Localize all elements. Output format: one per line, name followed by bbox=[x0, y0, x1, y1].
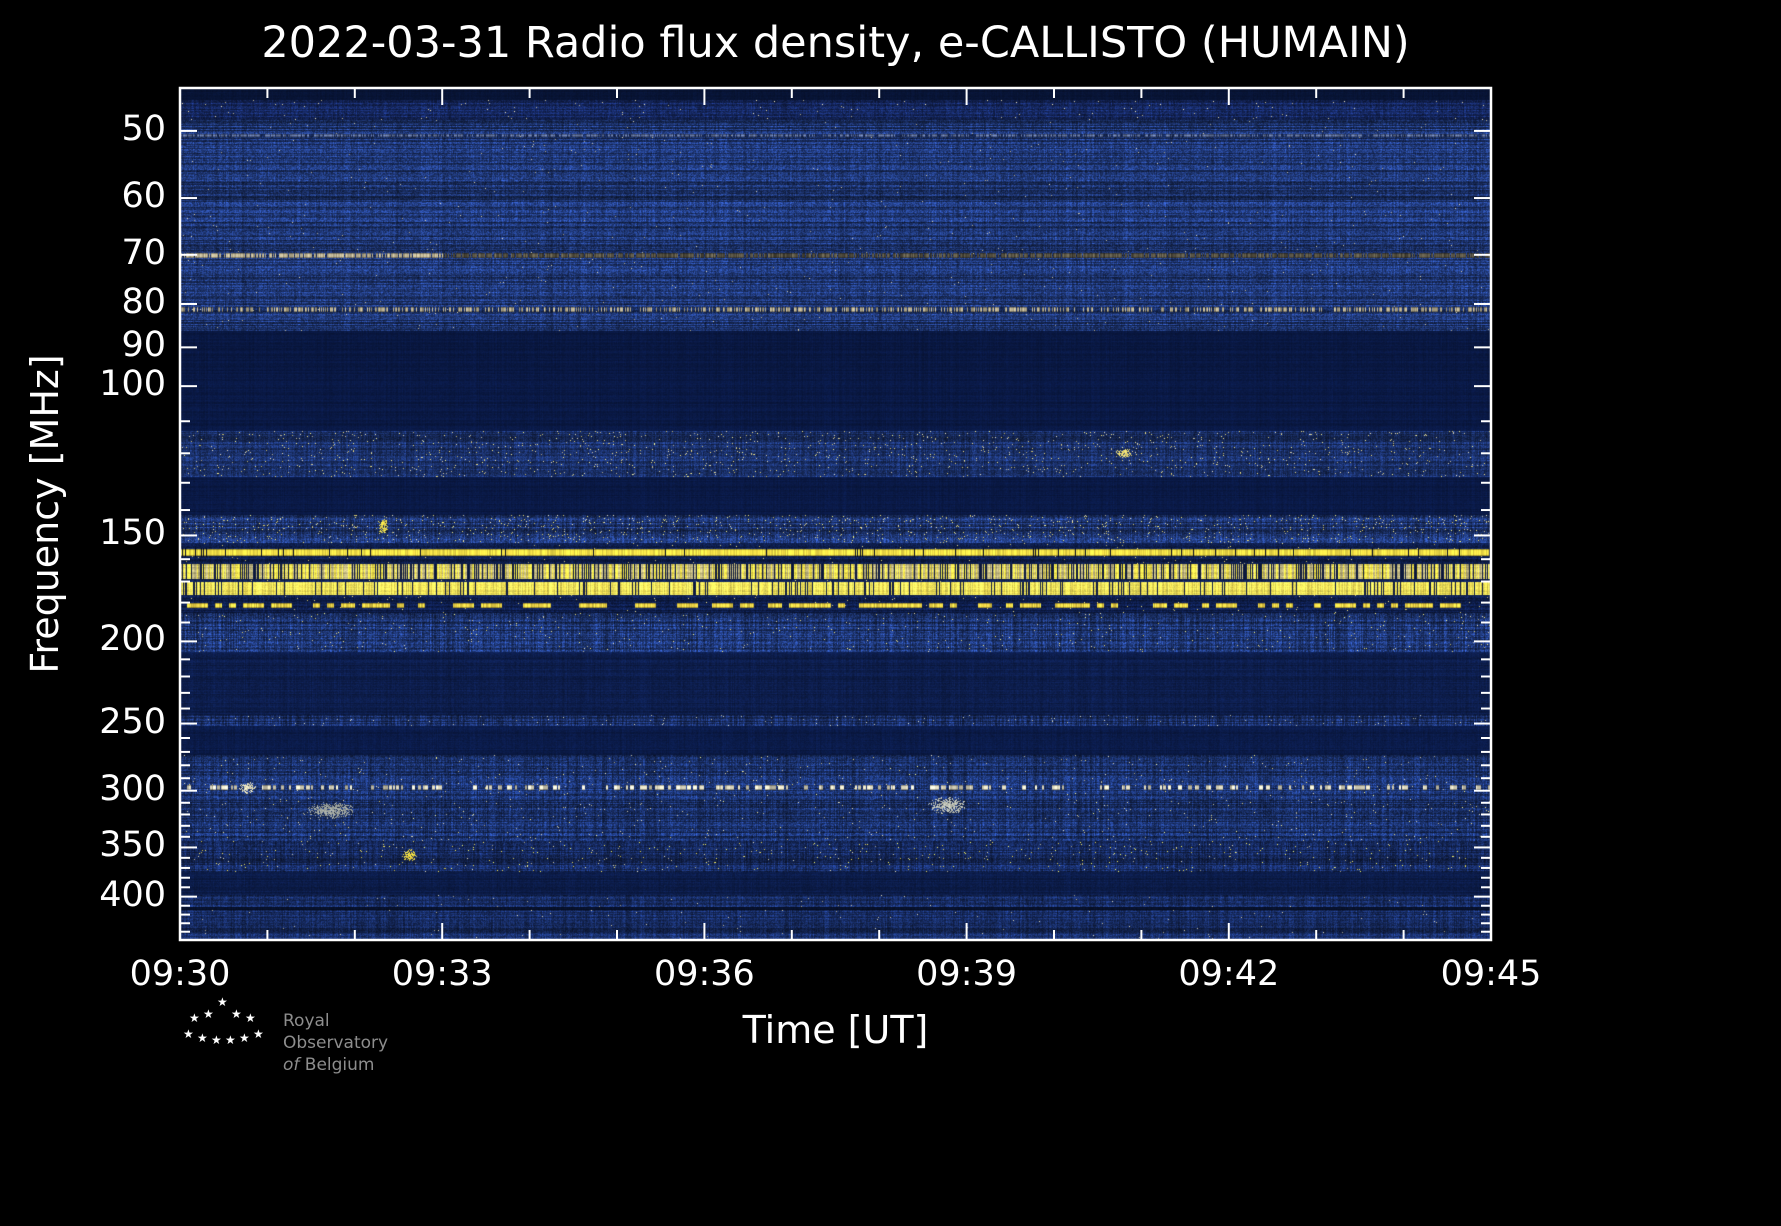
y-tick-label: 90 bbox=[121, 325, 166, 366]
y-tick-label: 50 bbox=[121, 108, 166, 149]
star-icon: ★ bbox=[231, 1007, 242, 1021]
star-icon: ★ bbox=[211, 1033, 222, 1047]
star-icon: ★ bbox=[183, 1027, 194, 1041]
x-tick-label: 09:39 bbox=[916, 954, 1018, 994]
x-tick-label: 09:42 bbox=[1178, 954, 1280, 994]
x-tick-label: 09:36 bbox=[653, 954, 755, 994]
stars-icon: ★ ★ ★ ★ ★ ★ ★ ★ ★ ★ ★ bbox=[183, 996, 269, 1056]
star-icon: ★ bbox=[225, 1033, 236, 1047]
y-tick-label: 100 bbox=[99, 364, 166, 405]
star-icon: ★ bbox=[197, 1031, 208, 1045]
logo-text-line2: of Belgium bbox=[283, 1055, 375, 1075]
star-icon: ★ bbox=[203, 1007, 214, 1021]
x-tick-label: 09:30 bbox=[129, 954, 231, 994]
y-tick-label: 350 bbox=[99, 825, 166, 866]
y-tick-label: 300 bbox=[99, 768, 166, 809]
y-tick-label: 200 bbox=[99, 619, 166, 660]
chart-title: 2022-03-31 Radio flux density, e-CALLIST… bbox=[261, 18, 1410, 68]
y-tick-label: 150 bbox=[99, 513, 166, 554]
star-icon: ★ bbox=[245, 1011, 256, 1025]
y-tick-label: 80 bbox=[121, 281, 166, 322]
x-tick-label: 09:33 bbox=[391, 954, 493, 994]
y-axis-label: Frequency [MHz] bbox=[23, 354, 67, 674]
y-tick-label: 250 bbox=[99, 701, 166, 742]
logo-text-line1: Royal Observatory bbox=[283, 1011, 389, 1053]
logo-text: Royal Observatory of Belgium bbox=[283, 1010, 388, 1076]
star-icon: ★ bbox=[239, 1031, 250, 1045]
star-icon: ★ bbox=[253, 1027, 264, 1041]
star-icon: ★ bbox=[189, 1011, 200, 1025]
star-icon: ★ bbox=[217, 995, 228, 1009]
y-tick-label: 400 bbox=[99, 874, 166, 915]
y-tick-label: 60 bbox=[121, 176, 166, 217]
spectrogram-canvas bbox=[180, 88, 1491, 940]
x-tick-label: 09:45 bbox=[1440, 954, 1542, 994]
y-tick-label: 70 bbox=[121, 232, 166, 273]
x-axis-label: Time [UT] bbox=[742, 1008, 929, 1052]
